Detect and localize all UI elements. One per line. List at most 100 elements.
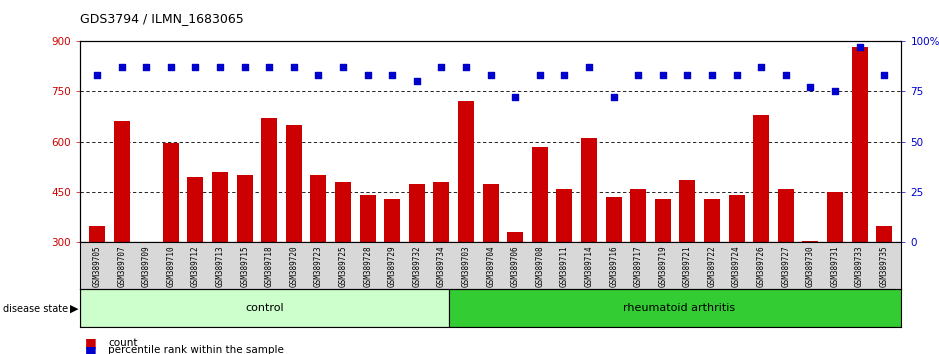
Text: GSM389724: GSM389724 xyxy=(732,246,741,287)
Point xyxy=(311,72,326,78)
Bar xyxy=(777,189,793,242)
Bar xyxy=(507,232,523,242)
Point xyxy=(754,64,769,70)
Text: GSM389705: GSM389705 xyxy=(93,246,101,287)
Point xyxy=(409,78,424,84)
Text: percentile rank within the sample: percentile rank within the sample xyxy=(108,346,284,354)
Point xyxy=(877,72,892,78)
Bar xyxy=(680,180,696,242)
Text: GSM389707: GSM389707 xyxy=(117,246,126,287)
Text: disease state: disease state xyxy=(3,304,68,314)
Text: GSM389734: GSM389734 xyxy=(437,246,446,287)
Point xyxy=(729,72,744,78)
Text: ■: ■ xyxy=(85,344,97,354)
Bar xyxy=(557,189,573,242)
Point xyxy=(385,72,400,78)
Text: GSM389728: GSM389728 xyxy=(363,246,372,287)
Bar xyxy=(335,182,351,242)
Bar xyxy=(827,192,843,242)
Point xyxy=(212,64,227,70)
Bar xyxy=(606,197,622,242)
Point xyxy=(852,44,867,50)
Bar xyxy=(162,143,178,242)
Point xyxy=(335,64,350,70)
Bar xyxy=(80,289,449,327)
Text: control: control xyxy=(245,303,284,313)
Text: GSM389704: GSM389704 xyxy=(486,246,495,287)
Text: GSM389722: GSM389722 xyxy=(707,246,716,287)
Text: GSM389720: GSM389720 xyxy=(289,246,299,287)
Text: GSM389723: GSM389723 xyxy=(314,246,323,287)
Point xyxy=(557,72,572,78)
Point xyxy=(704,72,719,78)
Bar xyxy=(753,115,769,242)
Bar xyxy=(89,226,105,242)
Bar xyxy=(285,125,301,242)
Text: ▶: ▶ xyxy=(69,304,78,314)
Bar xyxy=(237,175,253,242)
Text: GSM389729: GSM389729 xyxy=(388,246,397,287)
Bar xyxy=(704,199,720,242)
Bar xyxy=(360,195,376,242)
Bar xyxy=(803,241,819,242)
Point xyxy=(655,72,670,78)
Bar xyxy=(630,189,646,242)
Text: GSM389713: GSM389713 xyxy=(216,246,224,287)
Bar xyxy=(408,184,424,242)
Text: ■: ■ xyxy=(85,336,97,349)
Text: rheumatoid arthritis: rheumatoid arthritis xyxy=(623,303,735,313)
Text: GSM389716: GSM389716 xyxy=(609,246,618,287)
Point xyxy=(581,64,596,70)
Text: GDS3794 / ILMN_1683065: GDS3794 / ILMN_1683065 xyxy=(80,12,243,25)
Bar xyxy=(852,47,868,242)
Point xyxy=(778,72,793,78)
Bar xyxy=(384,199,400,242)
Text: GSM389703: GSM389703 xyxy=(462,246,470,287)
Point xyxy=(434,64,449,70)
Bar xyxy=(434,182,450,242)
Point xyxy=(262,64,277,70)
Bar xyxy=(311,175,327,242)
Text: GSM389715: GSM389715 xyxy=(240,246,249,287)
Point xyxy=(139,64,154,70)
Text: GSM389732: GSM389732 xyxy=(412,246,422,287)
Point xyxy=(680,72,695,78)
Bar xyxy=(212,172,228,242)
Point xyxy=(89,72,104,78)
Text: GSM389718: GSM389718 xyxy=(265,246,274,287)
Point xyxy=(115,64,130,70)
Text: GSM389727: GSM389727 xyxy=(781,246,791,287)
Point xyxy=(163,64,178,70)
Point xyxy=(508,95,523,100)
Text: count: count xyxy=(108,338,137,348)
Bar xyxy=(458,101,474,242)
Point xyxy=(532,72,547,78)
Point xyxy=(458,64,473,70)
Point xyxy=(188,64,203,70)
Text: GSM389735: GSM389735 xyxy=(880,246,888,287)
Point xyxy=(631,72,646,78)
Bar xyxy=(531,147,547,242)
Text: GSM389726: GSM389726 xyxy=(757,246,765,287)
Text: GSM389717: GSM389717 xyxy=(634,246,642,287)
Text: GSM389711: GSM389711 xyxy=(560,246,569,287)
Bar xyxy=(449,289,909,327)
Text: GSM389709: GSM389709 xyxy=(142,246,151,287)
Bar xyxy=(114,121,130,242)
Text: GSM389725: GSM389725 xyxy=(339,246,347,287)
Bar xyxy=(654,199,670,242)
Point xyxy=(483,72,498,78)
Bar xyxy=(729,195,745,242)
Text: GSM389714: GSM389714 xyxy=(584,246,593,287)
Text: GSM389719: GSM389719 xyxy=(658,246,668,287)
Text: GSM389733: GSM389733 xyxy=(855,246,864,287)
Bar xyxy=(188,177,204,242)
Point xyxy=(827,88,842,94)
Text: GSM389710: GSM389710 xyxy=(166,246,176,287)
Bar xyxy=(581,138,597,242)
Point xyxy=(286,64,301,70)
Text: GSM389712: GSM389712 xyxy=(191,246,200,287)
Point xyxy=(238,64,253,70)
Bar xyxy=(483,184,499,242)
Point xyxy=(361,72,376,78)
